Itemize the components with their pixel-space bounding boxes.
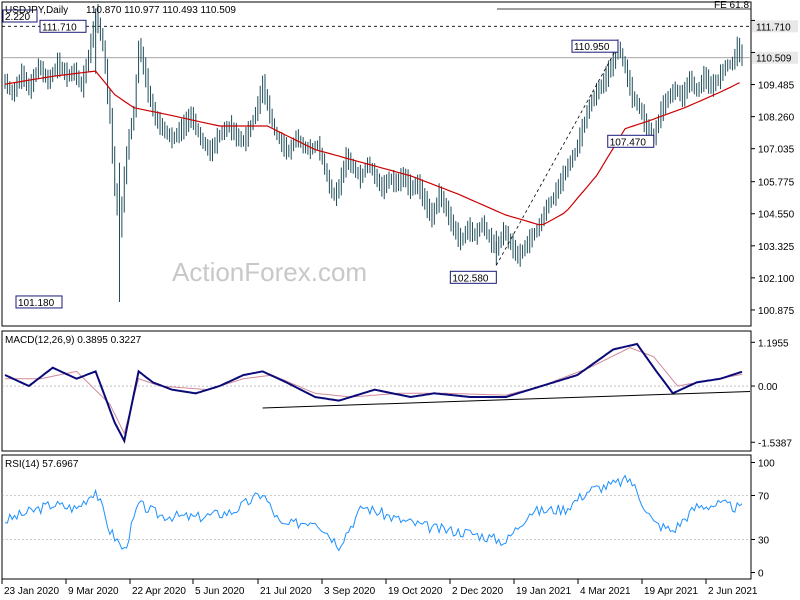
price-label-box [15,295,63,309]
price-layer: 2.220 111.710 101.180 110.950 107.470 102.580… [2,0,798,309]
price-label-box [607,134,655,148]
price-tick-label: 100.875 [758,306,795,317]
x-tick-label: 19 Apr 2021 [644,586,698,597]
x-tick-label: 21 Jul 2020 [260,586,312,597]
price-label: 2.220 [5,12,30,23]
right-label-current-box [752,51,798,64]
macd-title: MACD(12,26,9) 0.3895 0.3227 [5,335,142,346]
price-header: USDJPY,Daily 110.870 110.977 110.493 110… [5,5,236,16]
price-tick-label: 108.260 [758,113,795,124]
macd-trendline [262,391,751,409]
macd-tick-label: -1.5387 [758,438,792,449]
right-label-111710-box [752,20,798,33]
x-tick-label: 3 Sep 2020 [324,586,376,597]
macd-tick-label: 0.00 [758,382,778,393]
rsi-tick-label: 100 [758,459,775,470]
symbol-label: USDJPY,Daily [5,5,68,16]
x-tick-label: 23 Jan 2020 [4,586,59,597]
rsi-tick-label: 0 [758,569,764,580]
ohlc-label: 110.870 110.977 110.493 110.509 [86,5,236,16]
x-tick-label: 22 Apr 2020 [132,586,186,597]
price-label-box [39,19,87,33]
watermark: ActionForex.com [172,257,367,287]
x-tick-label: 2 Dec 2020 [452,586,504,597]
price-label-box [449,270,497,284]
axis-layer: 109.485 108.260 107.035 105.775 104.550 103.3… [1,19,795,597]
macd-tick-label: 1.1955 [758,338,789,349]
rsi-tick-label: 70 [758,492,770,503]
x-tick-label: 19 Oct 2020 [388,586,443,597]
right-label-current: 110.509 [756,54,792,65]
price-tick-label: 105.775 [758,178,795,189]
fe-label: FE 61.8 [714,0,749,11]
price-tick-label: 109.485 [758,81,795,92]
price-label: 111.710 [42,22,77,33]
price-tick-label: 107.035 [758,145,795,156]
rsi-layer [2,474,751,552]
rsi-pane-frame [1,454,752,580]
price-label: 101.180 [18,298,55,309]
price-label-box [2,9,38,23]
price-tick-label: 102.100 [758,274,795,285]
macd-line [4,342,743,444]
x-tick-label: 2 Jun 2021 [708,586,758,597]
x-tick-label: 4 Mar 2021 [580,586,631,597]
macd-layer [2,342,751,444]
right-label-111710: 111.710 [756,22,791,33]
x-tick-label: 19 Jan 2021 [516,586,571,597]
rsi-title: RSI(14) 57.6967 [5,459,79,470]
price-tick-label: 104.550 [758,210,795,221]
price-label: 107.470 [610,137,647,148]
price-label: 102.580 [452,273,489,284]
price-label-box [571,39,619,53]
rsi-tick-label: 30 [758,536,770,547]
price-tick-label: 103.325 [758,242,795,253]
price-label: 110.950 [574,42,610,53]
x-tick-label: 9 Mar 2020 [68,586,119,597]
rsi-line [4,474,743,552]
x-tick-label: 5 Jun 2020 [195,586,245,597]
